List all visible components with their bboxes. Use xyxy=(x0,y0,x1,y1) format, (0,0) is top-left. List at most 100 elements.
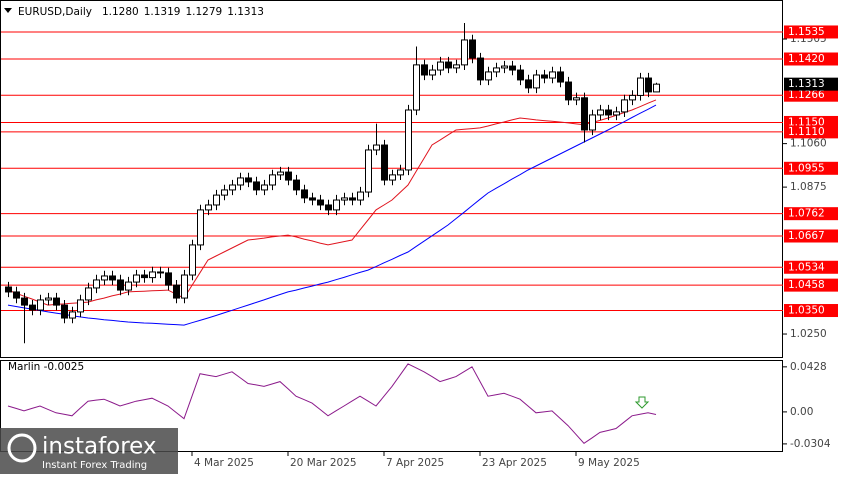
candle-body xyxy=(389,174,396,181)
candle-body xyxy=(501,65,508,69)
candle-body xyxy=(253,181,260,191)
candle-body xyxy=(261,184,268,191)
indicator-title: Marlin -0.0025 xyxy=(8,361,84,373)
quote-low: 1.1279 xyxy=(185,6,222,18)
candle-body xyxy=(181,274,188,299)
x-tick-label: 20 Mar 2025 xyxy=(290,457,357,469)
y-tick-label: 1.0875 xyxy=(790,181,827,193)
level-label-box xyxy=(784,260,838,274)
level-label-box xyxy=(784,52,838,66)
watermark-box xyxy=(0,428,178,474)
indicator-tick-label: -0.0304 xyxy=(790,438,831,450)
candle-body xyxy=(493,67,500,73)
candle-body xyxy=(61,304,68,319)
candle-body xyxy=(509,65,516,71)
candle-body xyxy=(573,97,580,101)
x-tick-label: 9 May 2025 xyxy=(578,457,640,469)
candle-body xyxy=(109,275,116,281)
candle-body xyxy=(101,275,108,281)
level-label: 1.0667 xyxy=(788,230,825,242)
moving-average-line xyxy=(7,104,657,326)
candle-body xyxy=(29,304,36,311)
level-label-box xyxy=(784,304,838,318)
level-label: 1.0534 xyxy=(788,261,825,273)
candle-body xyxy=(357,191,364,201)
candle-body xyxy=(13,291,20,299)
candle-body xyxy=(117,279,124,291)
candle-body xyxy=(333,199,340,211)
candle-body xyxy=(341,197,348,201)
candle-body xyxy=(445,61,452,69)
candle-body xyxy=(429,69,436,76)
collapse-triangle xyxy=(4,8,12,13)
candle-body xyxy=(141,274,148,279)
candle-body xyxy=(517,69,524,81)
quote-close: 1.1313 xyxy=(227,6,264,18)
candle-body xyxy=(453,64,460,69)
candle-body xyxy=(365,149,372,193)
candle-body xyxy=(373,144,380,151)
level-label-box xyxy=(784,161,838,175)
candle-body xyxy=(125,281,132,291)
candle-body xyxy=(37,299,44,311)
candle-body xyxy=(245,177,252,183)
candle-body xyxy=(413,64,420,111)
signal-arrow xyxy=(634,396,650,409)
candle-body xyxy=(565,81,572,101)
candle-body xyxy=(229,184,236,191)
candle-body xyxy=(277,171,284,176)
candle-body xyxy=(149,271,156,279)
candle-body xyxy=(325,204,332,211)
y-tick-label: 1.1060 xyxy=(790,138,827,150)
level-label: 1.0458 xyxy=(788,279,825,291)
candle-body xyxy=(349,197,356,201)
level-label: 1.1420 xyxy=(788,53,825,65)
indicator-line xyxy=(7,363,657,444)
indicator-tick-label: 0.0428 xyxy=(790,361,827,373)
current-price-label: 1.1313 xyxy=(788,78,825,90)
watermark-logo xyxy=(7,433,37,463)
candle-body xyxy=(397,169,404,176)
candle-body xyxy=(437,61,444,71)
candle-body xyxy=(309,197,316,201)
moving-average-line xyxy=(7,99,657,306)
candle-body xyxy=(269,174,276,186)
watermark-brand: instaforex xyxy=(42,434,157,460)
x-tick-label: 4 Mar 2025 xyxy=(194,457,254,469)
x-tick-label: 23 Apr 2025 xyxy=(482,457,547,469)
candle-body xyxy=(653,83,660,93)
candle-body xyxy=(69,311,76,319)
level-label-box xyxy=(784,88,838,102)
level-label-box xyxy=(784,229,838,243)
y-tick-label: 1.0250 xyxy=(790,328,827,340)
candle-body xyxy=(637,77,644,96)
candle-body xyxy=(165,272,172,286)
price-pane-frame xyxy=(0,0,783,358)
candle-body xyxy=(581,97,588,131)
indicator-tick-label: 0.00 xyxy=(790,406,813,418)
candle-body xyxy=(469,39,476,59)
candle-body xyxy=(77,299,84,313)
level-label-box xyxy=(784,278,838,292)
candle-body xyxy=(317,199,324,206)
candle-body xyxy=(645,77,652,93)
level-label: 1.1535 xyxy=(788,26,825,38)
candle-body xyxy=(173,284,180,299)
candle-body xyxy=(557,71,564,83)
candle-body xyxy=(5,286,12,293)
candle-body xyxy=(605,109,612,116)
chart-header: EURUSD,Daily 1.1280 1.1319 1.1279 1.1313 xyxy=(18,6,264,18)
level-label-box xyxy=(784,125,838,139)
candle-body xyxy=(237,177,244,186)
candle-body xyxy=(133,274,140,283)
candle-body xyxy=(301,189,308,199)
watermark-tagline: Instant Forex Trading xyxy=(42,460,147,471)
candle-body xyxy=(205,204,212,211)
candle-body xyxy=(621,99,628,113)
candle-body xyxy=(597,109,604,116)
candle-body xyxy=(421,64,428,76)
candle-body xyxy=(485,71,492,81)
level-label: 1.1266 xyxy=(788,89,825,101)
